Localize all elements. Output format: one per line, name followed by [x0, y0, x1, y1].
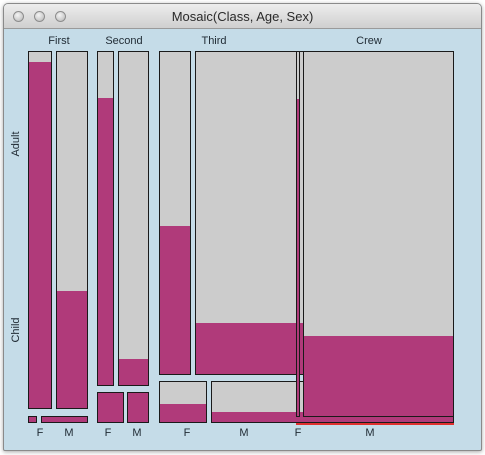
cell-second-adult-m-border	[118, 51, 149, 386]
mosaic-plot[interactable]: First Second Third Crew Adult Child F M F M F M F M	[4, 4, 481, 450]
sex-label-crew-f: F	[295, 427, 302, 439]
sex-label-crew-m: M	[365, 427, 374, 439]
sex-label-first-m: M	[64, 427, 73, 439]
cell-third-adult-f-border	[159, 51, 191, 375]
cell-first-adult-m-border	[56, 51, 88, 409]
cell-first-child-m-highlight[interactable]	[41, 416, 88, 423]
minimize-window-button[interactable]	[34, 11, 45, 22]
close-window-button[interactable]	[13, 11, 24, 22]
cell-second-adult-m-highlight[interactable]	[118, 359, 149, 386]
zoom-window-button[interactable]	[55, 11, 66, 22]
cell-second-adult-f-highlight[interactable]	[97, 98, 114, 386]
cell-third-child-m-highlight[interactable]	[211, 412, 454, 423]
window-title: Mosaic(Class, Age, Sex)	[171, 9, 314, 24]
mosaic-window: Mosaic(Class, Age, Sex) First Second Third…	[3, 3, 482, 451]
cell-second-adult-m[interactable]	[118, 51, 149, 386]
title-bar[interactable]: Mosaic(Class, Age, Sex)	[4, 4, 481, 29]
cell-first-adult-m-highlight[interactable]	[56, 291, 88, 409]
cell-second-child-f-border	[97, 392, 124, 423]
class-label-crew: Crew	[356, 35, 382, 47]
crew-selection-underline	[296, 423, 454, 425]
cell-third-child-f-border	[159, 381, 207, 423]
sex-label-second-f: F	[105, 427, 112, 439]
cell-first-adult-f-highlight[interactable]	[28, 62, 52, 409]
class-label-third: Third	[201, 35, 226, 47]
cell-crew-adult-f-border	[296, 51, 300, 417]
sex-label-second-m: M	[132, 427, 141, 439]
sex-label-first-f: F	[37, 427, 44, 439]
cell-crew-adult-f-highlight[interactable]	[296, 99, 300, 417]
sex-label-third-f: F	[184, 427, 191, 439]
sex-label-third-m: M	[239, 427, 248, 439]
class-label-first: First	[48, 35, 69, 47]
cell-crew-adult-m-highlight[interactable]	[303, 336, 454, 417]
cell-second-child-f-highlight[interactable]	[97, 392, 124, 423]
age-label-adult: Adult	[10, 131, 22, 156]
cell-first-child-f-border	[28, 416, 37, 423]
class-label-second: Second	[105, 35, 142, 47]
cell-first-adult-f-border	[28, 51, 52, 409]
cell-third-child-f-highlight[interactable]	[159, 404, 207, 423]
cell-crew-adult-m-border	[303, 51, 454, 417]
cell-second-child-m-highlight[interactable]	[127, 392, 149, 423]
cell-first-child-f-highlight[interactable]	[28, 416, 37, 423]
cell-second-child-m-border	[127, 392, 149, 423]
cell-first-child-m-border	[41, 416, 88, 423]
age-label-child: Child	[10, 317, 22, 342]
cell-third-adult-f-highlight[interactable]	[159, 226, 191, 375]
cell-second-adult-f-border	[97, 51, 114, 386]
